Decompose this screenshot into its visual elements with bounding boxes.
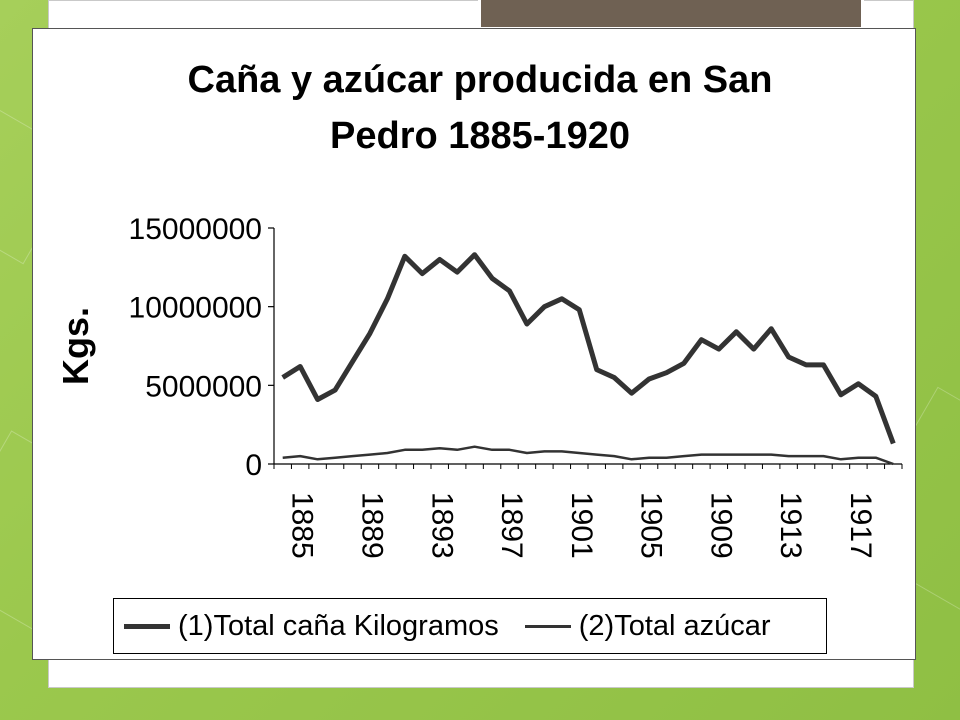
legend-label-series-1: (1)Total caña Kilogramos bbox=[178, 609, 499, 642]
chart-title-line-2: Pedro 1885-1920 bbox=[330, 115, 630, 157]
legend-item-series-1: (1)Total caña Kilogramos bbox=[124, 610, 499, 643]
x-tick-label: 1885 bbox=[286, 492, 319, 559]
y-tick-label: 10000000 bbox=[129, 292, 262, 325]
series-lines bbox=[281, 252, 896, 466]
x-tick-label: 1893 bbox=[425, 492, 458, 559]
chart-area bbox=[32, 28, 916, 660]
x-tick-label: 1905 bbox=[635, 492, 668, 559]
x-tick-label: 1913 bbox=[774, 492, 807, 559]
x-tick-label: 1897 bbox=[495, 492, 528, 559]
legend-label-series-2: (2)Total azúcar bbox=[578, 609, 771, 642]
x-tick-label: 1917 bbox=[844, 492, 877, 559]
series-line-1 bbox=[281, 252, 896, 445]
series-line-2 bbox=[282, 445, 894, 466]
y-tick-label: 0 bbox=[245, 449, 262, 482]
legend-swatch-series-1 bbox=[124, 623, 170, 629]
y-tick-label: 5000000 bbox=[145, 370, 262, 403]
y-axis-label: Kgs. bbox=[55, 307, 96, 385]
legend: (1)Total caña Kilogramos (2)Total azúcar bbox=[113, 598, 827, 654]
x-tick-label: 1909 bbox=[704, 492, 737, 559]
y-tick-labels: 0 5000000 10000000 15000000 bbox=[129, 213, 262, 482]
x-tick-labels: 1885 1889 1893 1897 1901 1905 1909 1913 1917 bbox=[286, 492, 877, 559]
legend-item-series-2: (2)Total azúcar bbox=[524, 609, 771, 643]
legend-swatch-series-2 bbox=[524, 624, 571, 628]
x-tick-label: 1901 bbox=[565, 492, 598, 559]
axes bbox=[268, 227, 903, 469]
y-tick-label: 15000000 bbox=[129, 213, 262, 246]
chart-title-line-1: Caña y azúcar producida en San bbox=[187, 59, 773, 101]
x-tick-label: 1889 bbox=[356, 492, 389, 559]
chart-title: Caña y azúcar producida en San Pedro 188… bbox=[0, 52, 960, 164]
